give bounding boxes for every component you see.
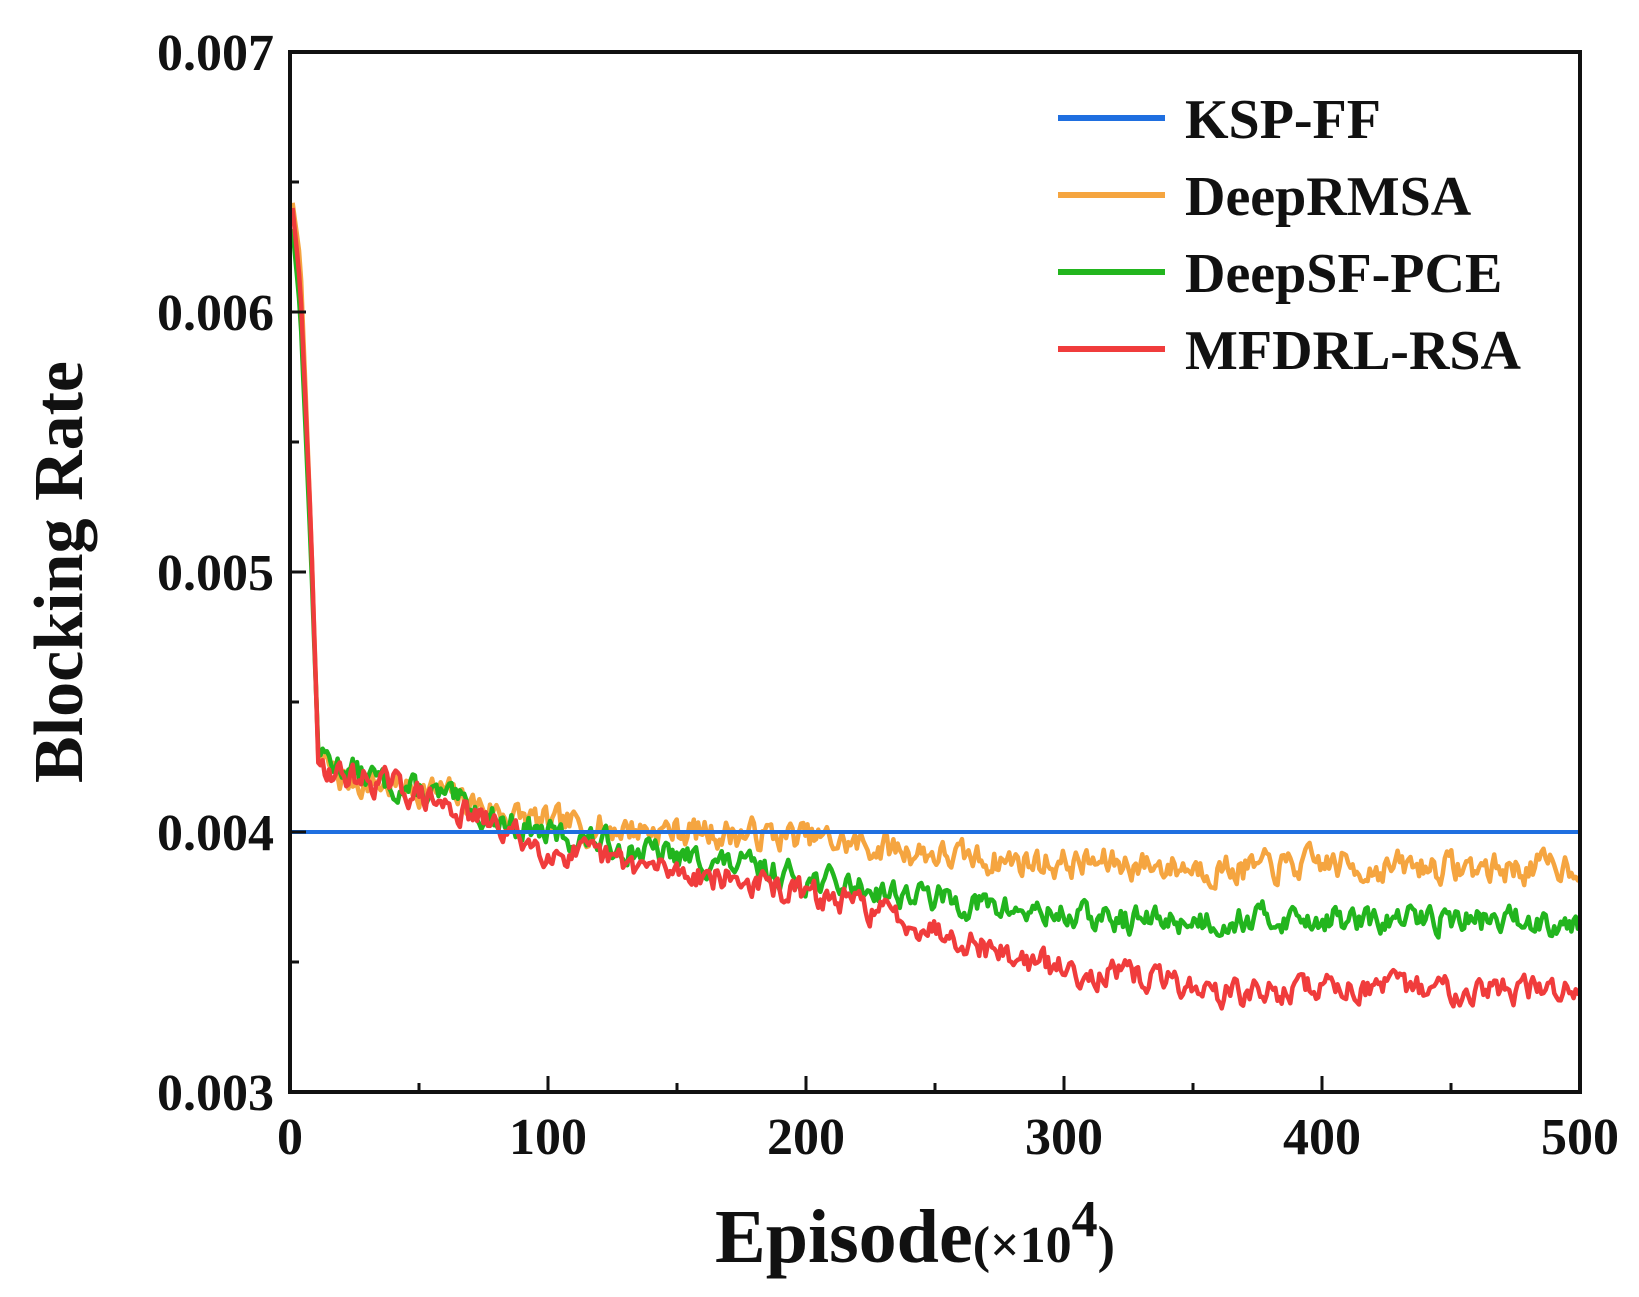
legend-label: DeepSF-PCE — [1185, 243, 1502, 305]
x-axis-label-main: Episode — [715, 1195, 973, 1279]
y-tick-label: 0.003 — [157, 1065, 274, 1122]
y-tick-label: 0.004 — [157, 805, 274, 862]
legend-label: DeepRMSA — [1185, 166, 1472, 228]
y-axis-label: Blocking Rate — [21, 361, 98, 783]
y-tick-label: 0.007 — [157, 25, 274, 82]
series-layer — [290, 202, 1583, 1011]
series-line-deeprmsa — [290, 202, 1582, 891]
x-axis-label-exponent: 4 — [1072, 1191, 1098, 1248]
x-axis-label: Episode(×104) — [715, 1191, 1115, 1279]
x-axis-label-close: ) — [1098, 1217, 1115, 1274]
legend-label: KSP-FF — [1185, 89, 1381, 151]
y-tick-label: 0.006 — [157, 285, 274, 342]
series-line-mfdrl-rsa — [290, 207, 1583, 1011]
x-tick-label: 300 — [1025, 1109, 1103, 1166]
x-tick-label: 200 — [767, 1109, 845, 1166]
x-tick-label: 400 — [1283, 1109, 1361, 1166]
x-tick-label: 100 — [509, 1109, 587, 1166]
y-tick-label: 0.005 — [157, 545, 274, 602]
x-tick-label: 0 — [277, 1109, 303, 1166]
x-tick-label: 500 — [1541, 1109, 1619, 1166]
legend: KSP-FF DeepRMSA DeepSF-PCE MFDRL-RSA — [1058, 89, 1522, 382]
x-axis-label-unit: (×10 — [973, 1217, 1072, 1274]
ticks-layer: 0 100 200 300 400 500 0.003 0.004 0.005 0.006 0.00… — [157, 25, 1619, 1166]
legend-label: MFDRL-RSA — [1185, 320, 1522, 382]
